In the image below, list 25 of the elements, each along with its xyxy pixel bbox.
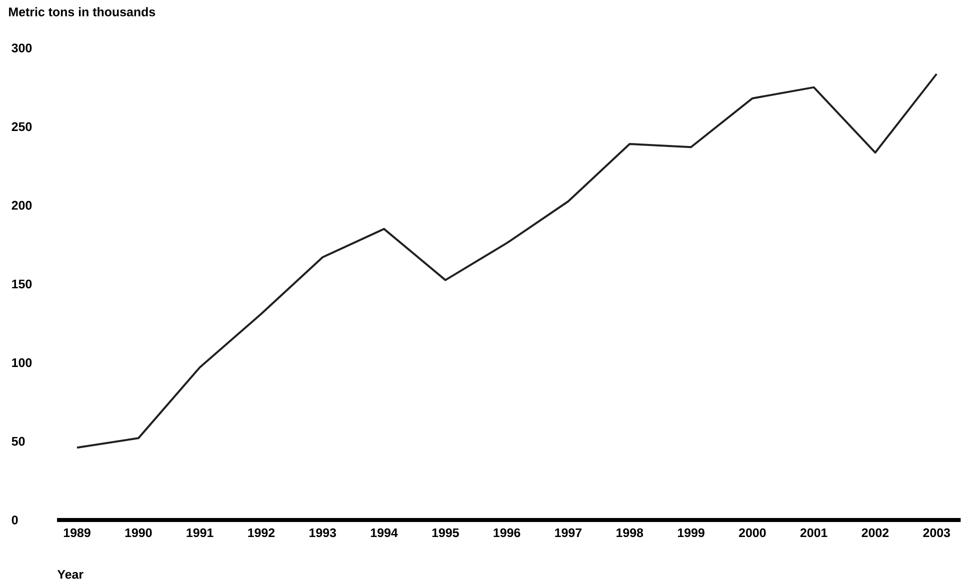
x-tick-label: 2002	[862, 528, 889, 538]
y-tick-label: 300	[12, 44, 32, 52]
x-tick-label: 1990	[125, 528, 152, 538]
y-tick-label: 0	[12, 516, 18, 524]
x-tick-label: 1993	[310, 528, 336, 538]
x-tick-label: 2000	[738, 528, 766, 538]
y-tick-label: 200	[12, 200, 32, 210]
x-tick-label: 1991	[186, 528, 214, 538]
y-axis-title: Metric tons in thousands	[9, 7, 156, 16]
x-tick-label: 2001	[800, 528, 828, 538]
x-tick-label: 2003	[923, 528, 950, 538]
x-tick-label: 1992	[248, 528, 275, 538]
y-tick-label: 150	[12, 280, 32, 288]
y-tick-label: 250	[12, 122, 32, 132]
x-tick-label: 1999	[678, 528, 704, 538]
y-tick-label: 50	[12, 436, 25, 446]
x-tick-label: 1997	[555, 528, 582, 538]
x-tick-label: 1995	[432, 528, 459, 538]
x-tick-label: 1996	[494, 528, 520, 538]
line-series	[76, 72, 938, 449]
y-tick-label: 100	[12, 358, 32, 368]
x-tick-label: 1998	[616, 528, 644, 538]
x-axis-title: Year	[57, 570, 84, 579]
x-tick-label: 1989	[64, 528, 90, 538]
x-tick-label: 1994	[370, 528, 398, 538]
